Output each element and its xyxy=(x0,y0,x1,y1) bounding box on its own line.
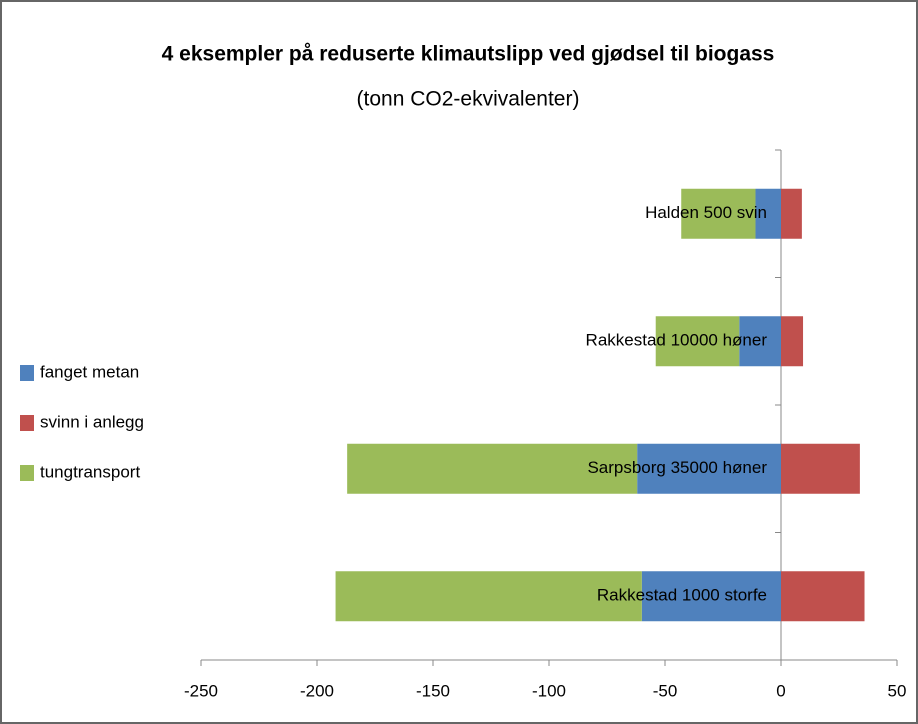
chart-subtitle: (tonn CO2-ekvivalenter) xyxy=(357,88,580,111)
bar-segment xyxy=(655,316,740,367)
bar-segment xyxy=(755,188,781,239)
x-tick-label: 0 xyxy=(776,681,785,700)
category-label: Rakkestad 1000 storfe xyxy=(597,586,767,605)
x-tick-label: -250 xyxy=(184,681,218,700)
category-label: Rakkestad 10000 høner xyxy=(586,331,768,350)
x-tick-label: -100 xyxy=(532,681,566,700)
bar-segment xyxy=(641,571,781,622)
bar-segment xyxy=(781,571,865,622)
legend-label: tungtransport xyxy=(40,462,140,481)
x-tick-label: -200 xyxy=(300,681,334,700)
bar-segment xyxy=(681,188,756,239)
legend-label: fanget metan xyxy=(40,362,139,381)
x-tick-label: -50 xyxy=(653,681,678,700)
bar-segment xyxy=(739,316,781,367)
legend-label: svinn i anlegg xyxy=(40,412,144,431)
category-label: Sarpsborg 35000 høner xyxy=(587,458,767,477)
legend-swatch xyxy=(20,465,34,481)
x-tick-label: -150 xyxy=(416,681,450,700)
bar-segment xyxy=(335,571,642,622)
chart-title: 4 eksempler på reduserte klimautslipp ve… xyxy=(162,43,775,66)
x-tick-label: 50 xyxy=(888,681,907,700)
bar-segment xyxy=(347,443,638,494)
bar-segment xyxy=(637,443,781,494)
legend-swatch xyxy=(20,415,34,431)
bar-segment xyxy=(781,443,860,494)
bar-segment xyxy=(781,188,802,239)
legend-swatch xyxy=(20,365,34,381)
bar-segment xyxy=(781,316,804,367)
category-label: Halden 500 svin xyxy=(645,203,767,222)
